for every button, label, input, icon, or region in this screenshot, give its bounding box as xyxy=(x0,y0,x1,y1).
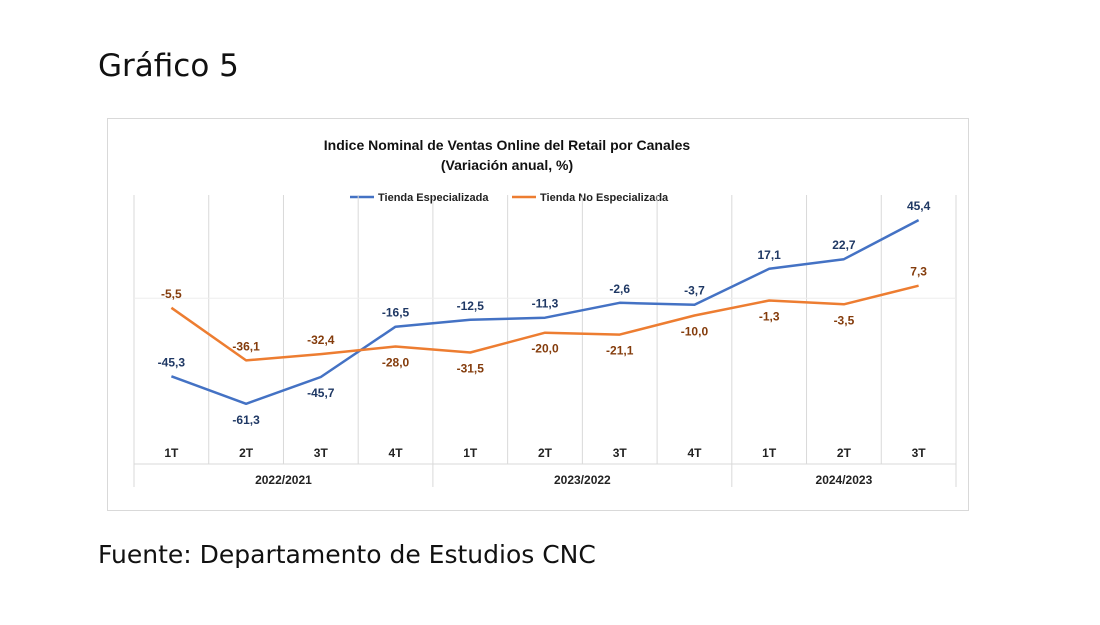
x-group-label: 2024/2023 xyxy=(816,473,873,487)
source-note: Fuente: Departamento de Estudios CNC xyxy=(98,540,596,569)
x-tick-label: 4T xyxy=(687,446,702,460)
legend-label: Tienda No Especializada xyxy=(540,192,669,204)
grid xyxy=(133,195,957,487)
data-label-s1: -16,5 xyxy=(382,306,410,320)
data-label-s2: -28,0 xyxy=(382,355,410,369)
x-tick-label: 1T xyxy=(164,446,179,460)
x-tick-label: 1T xyxy=(463,446,478,460)
data-label-s1: -3,7 xyxy=(684,284,705,298)
x-tick-label: 3T xyxy=(613,446,628,460)
x-tick-label: 2T xyxy=(538,446,553,460)
data-label-s1: 22,7 xyxy=(832,238,856,252)
series-line-2 xyxy=(170,284,919,362)
chart-frame: Indice Nominal de Ventas Online del Reta… xyxy=(107,118,969,511)
data-label-s1: -45,7 xyxy=(307,386,335,400)
data-label-s2: 7,3 xyxy=(910,265,927,279)
x-tick-label: 4T xyxy=(389,446,404,460)
data-label-s2: -32,4 xyxy=(307,333,335,347)
data-label-s2: -3,5 xyxy=(834,313,855,327)
data-label-s2: -36,1 xyxy=(232,339,260,353)
data-label-s2: -1,3 xyxy=(759,310,780,324)
x-group-label: 2023/2022 xyxy=(554,473,611,487)
chart-title-line-1: Indice Nominal de Ventas Online del Reta… xyxy=(324,137,691,153)
legend: Tienda Especializada Tienda No Especializ… xyxy=(350,192,669,204)
data-label-s1: -11,3 xyxy=(532,297,559,311)
figure-heading: Gráfico 5 xyxy=(98,48,239,84)
x-tick-label: 2T xyxy=(837,446,852,460)
data-label-s1: -61,3 xyxy=(232,413,260,427)
data-label-s2: -10,0 xyxy=(681,325,709,339)
data-label-s1: 45,4 xyxy=(907,199,931,213)
data-label-s2: -21,1 xyxy=(606,344,634,358)
data-label-s2: -5,5 xyxy=(161,287,182,301)
data-label-s1: -2,6 xyxy=(609,282,630,296)
chart-title-line-2: (Variación anual, %) xyxy=(441,157,573,173)
series-line-1 xyxy=(170,218,920,406)
data-label-s1: -12,5 xyxy=(457,299,485,313)
data-label-s1: -45,3 xyxy=(158,355,186,369)
data-label-s2: -20,0 xyxy=(531,342,559,356)
legend-label: Tienda Especializada xyxy=(378,192,489,204)
data-label-s2: -31,5 xyxy=(457,362,485,376)
x-tick-label: 3T xyxy=(912,446,927,460)
x-tick-label: 1T xyxy=(762,446,777,460)
x-group-label: 2022/2021 xyxy=(255,473,312,487)
x-tick-label: 2T xyxy=(239,446,254,460)
series-lines xyxy=(170,218,920,406)
data-labels: -45,3 -61,3 -45,7 -16,5 -12,5 -11,3 -2,6 -3,7 17… xyxy=(158,199,931,427)
line-chart: Indice Nominal de Ventas Online del Reta… xyxy=(133,137,957,487)
x-tick-label: 3T xyxy=(314,446,329,460)
data-label-s1: 17,1 xyxy=(758,248,782,262)
